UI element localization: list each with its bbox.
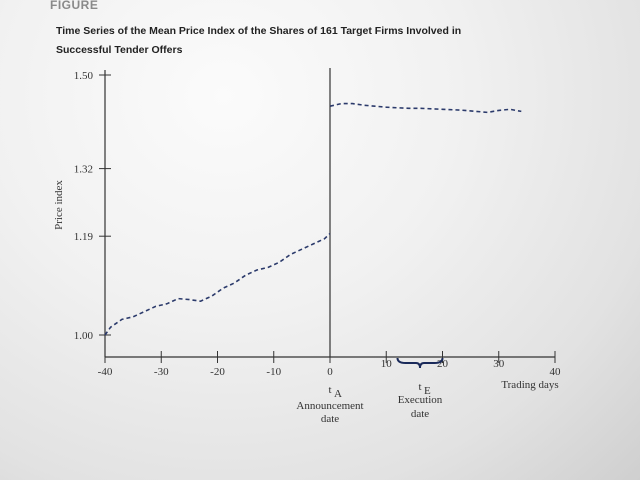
chart-axes — [104, 68, 555, 358]
price-index-series-2 — [329, 102, 522, 114]
x-tick-label: -40 — [98, 366, 113, 378]
price-index-series-1 — [104, 233, 331, 336]
execution-symbol: t — [418, 381, 421, 393]
announcement-label-date: date — [321, 413, 339, 425]
y-tick-label: 1.50 — [74, 70, 94, 82]
chart-title: Time Series of the Mean Price Index of t… — [56, 22, 616, 60]
announcement-label: Announcement — [296, 400, 363, 412]
x-tick-label: -20 — [210, 366, 225, 378]
execution-subscript: E — [424, 385, 431, 397]
x-tick-label: 30 — [493, 358, 505, 370]
figure-label: FIGURE — [50, 0, 99, 12]
x-tick-label: 10 — [381, 358, 393, 370]
chart-title-line-1: Time Series of the Mean Price Index of t… — [56, 25, 462, 37]
x-tick-label: 0 — [327, 366, 333, 378]
x-tick-label: 20 — [437, 358, 449, 370]
y-tick-label: 1.00 — [74, 330, 94, 342]
chart-series — [104, 102, 522, 336]
y-tick-label: 1.32 — [74, 164, 93, 176]
announcement-symbol: t — [328, 384, 331, 396]
execution-brace — [396, 357, 444, 369]
execution-label-date: date — [411, 408, 429, 420]
chart-title-line-2: Successful Tender Offers — [56, 44, 183, 56]
chart-ticks: 1.00 1.19 1.32 1.50 -40 -30 -20 -10 0 10 20 30 40 — [74, 70, 561, 378]
execution-label: Execution — [398, 394, 443, 406]
x-tick-label: -30 — [154, 366, 169, 378]
x-tick-label: 40 — [550, 366, 562, 378]
y-tick-label: 1.19 — [74, 231, 94, 243]
announcement-subscript: A — [334, 388, 342, 400]
y-axis-label: Price index — [53, 180, 65, 230]
x-tick-label: -10 — [266, 366, 281, 378]
x-axis-label: Trading days — [501, 379, 558, 391]
